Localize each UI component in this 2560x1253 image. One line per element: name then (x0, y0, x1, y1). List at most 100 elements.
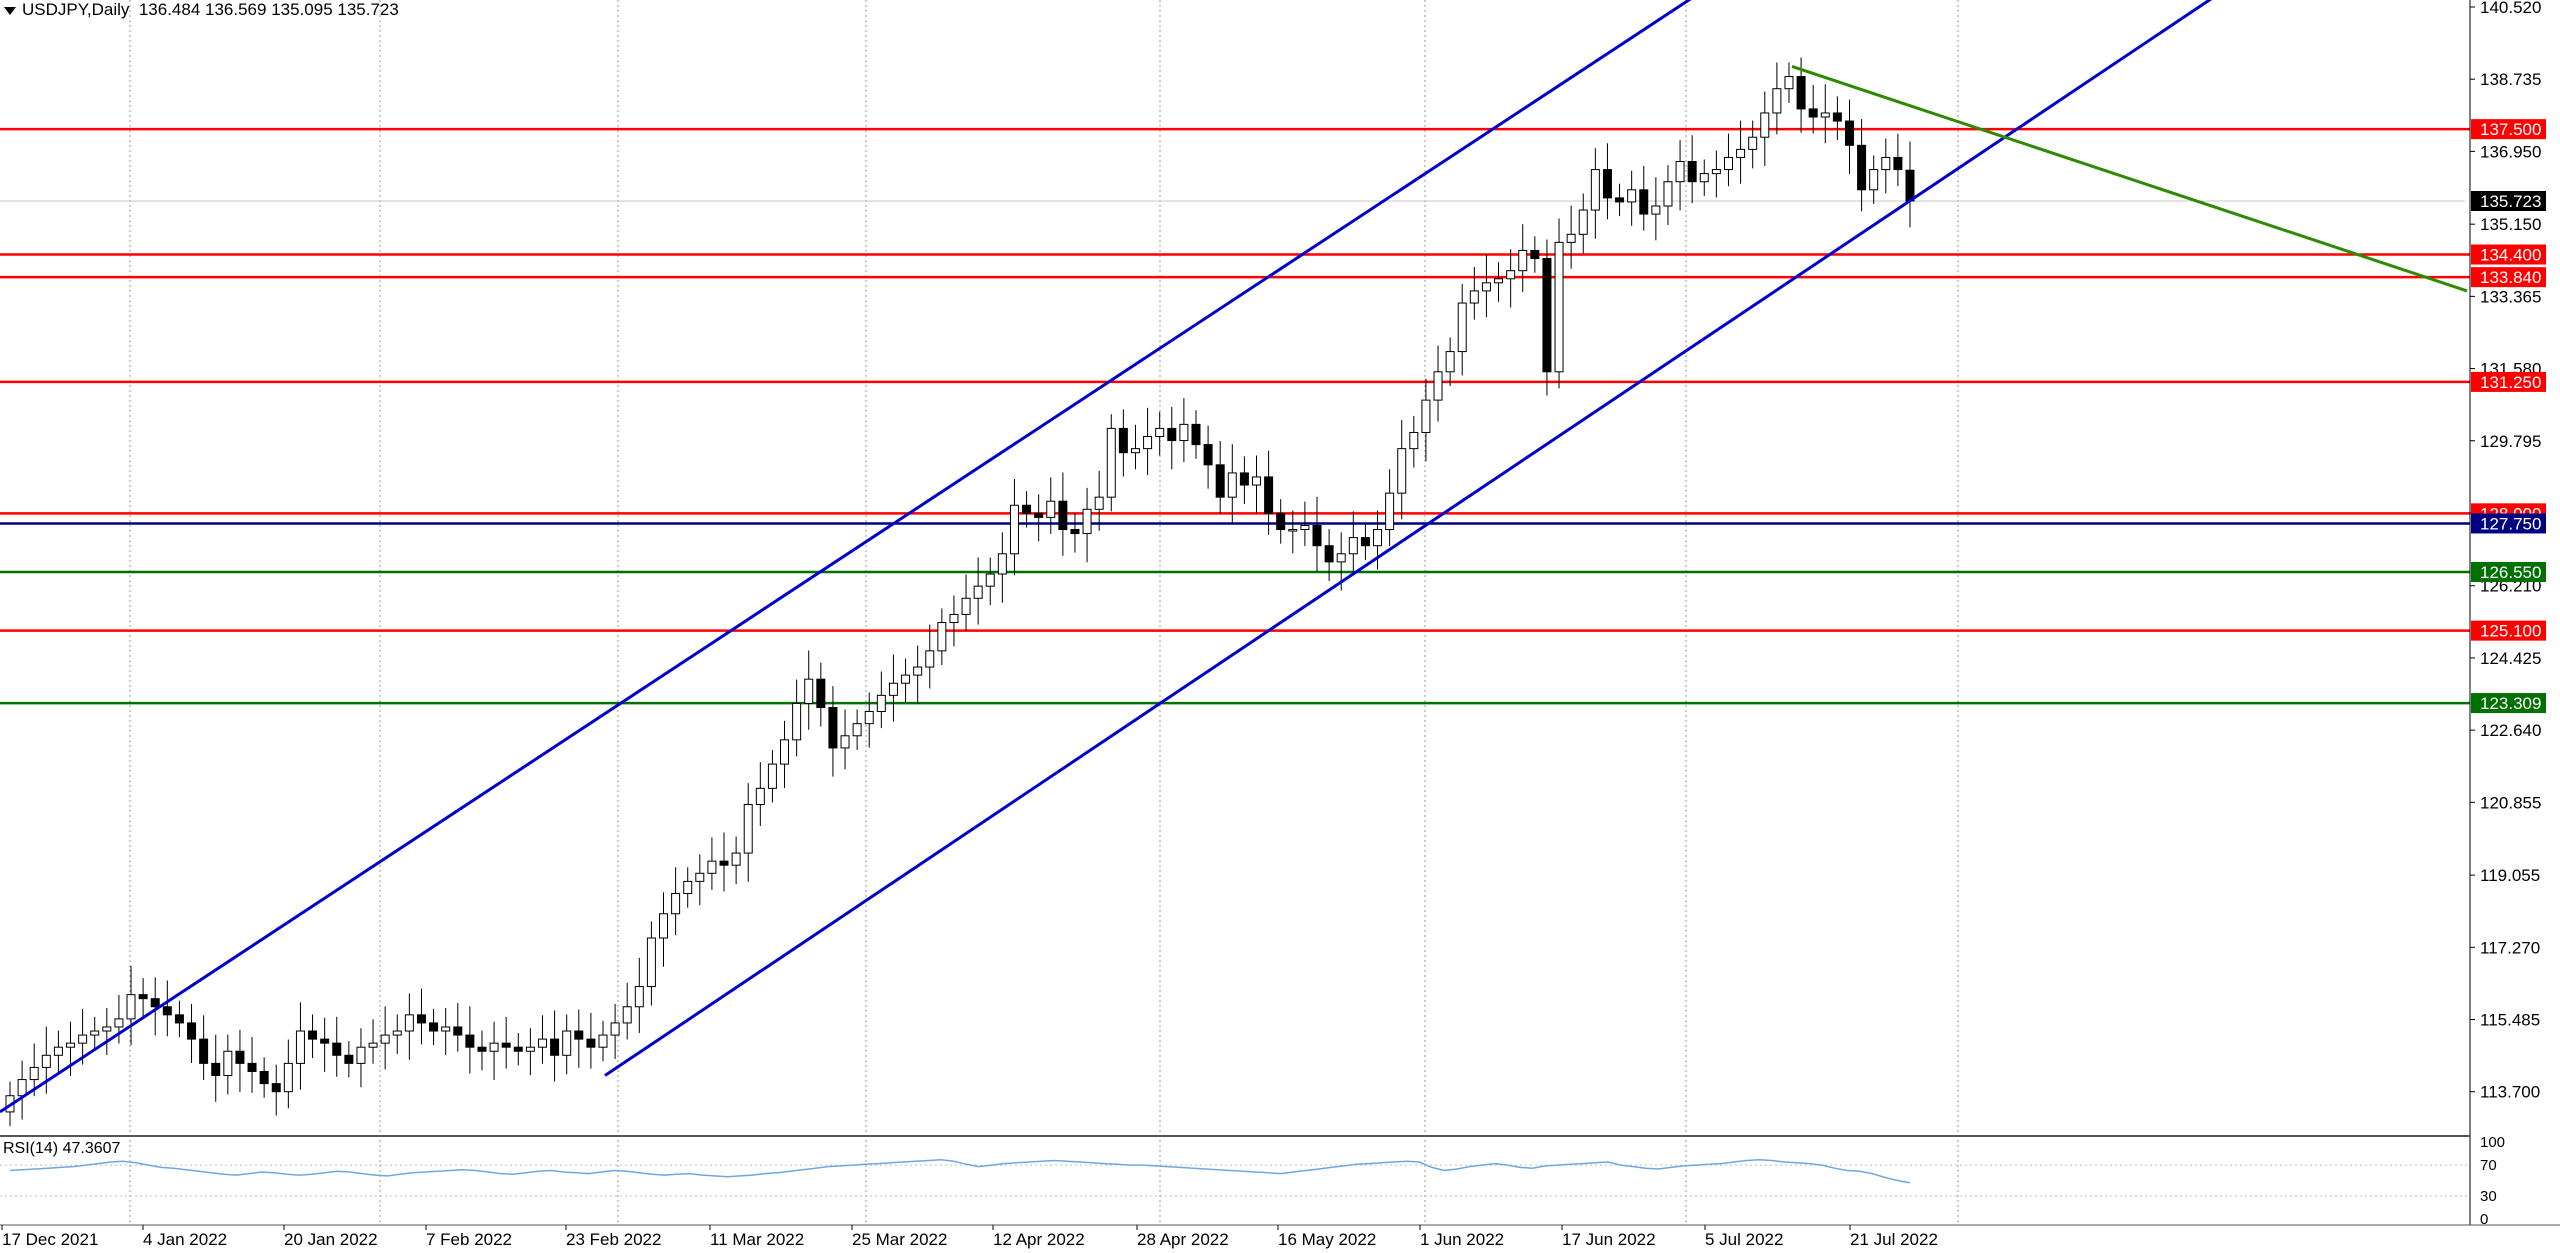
candle-body (1832, 112, 1842, 122)
candle-body (1518, 249, 1528, 272)
candle-body (211, 1062, 221, 1077)
symbol-label: USDJPY,Daily (22, 0, 130, 19)
candle (634, 957, 644, 1034)
candle (1143, 407, 1153, 475)
candle-body (1324, 545, 1334, 563)
candle (126, 965, 136, 1046)
candle-body (659, 913, 669, 939)
candle-body (1651, 205, 1661, 215)
candle (1639, 165, 1649, 231)
rsi-line (9, 1158, 1911, 1184)
candle (1905, 141, 1915, 228)
candle (1324, 529, 1334, 581)
candle (1760, 91, 1770, 166)
candle-body (1590, 169, 1600, 211)
candle-body (828, 706, 838, 749)
candle (1421, 378, 1431, 462)
candle-body (1723, 156, 1733, 171)
date-tick-label: 4 Jan 2022 (143, 1230, 227, 1249)
candle (901, 658, 911, 703)
price-tick-label: 129.795 (2480, 432, 2541, 451)
candle-body (634, 986, 644, 1008)
candle (17, 1060, 27, 1120)
price-tick-label: 119.055 (2480, 866, 2540, 885)
candle (646, 921, 656, 1006)
date-tick-label: 11 Mar 2022 (710, 1230, 804, 1249)
candle (1058, 472, 1068, 556)
candle (659, 892, 669, 967)
candle-body (1494, 278, 1504, 284)
candle (1711, 150, 1721, 198)
candle-body (1445, 351, 1455, 373)
candle (271, 1064, 281, 1116)
candle (1736, 120, 1746, 184)
candle-body (1469, 290, 1479, 304)
candle-body (308, 1030, 318, 1040)
candle-body (671, 893, 681, 915)
level-tag-label: 123.309 (2480, 694, 2541, 713)
candle (1397, 419, 1407, 520)
candle (138, 978, 148, 1018)
candle (174, 1000, 184, 1038)
candle-body (187, 1022, 197, 1040)
candle-body (1869, 169, 1879, 191)
candle-body (1336, 553, 1346, 563)
candle-body (1276, 512, 1286, 531)
candle-body (1409, 431, 1419, 450)
candle-body (1215, 464, 1225, 498)
candle-body (126, 994, 136, 1020)
level-tag-bg (2471, 244, 2546, 265)
candle (1808, 85, 1818, 134)
level-tag-label: 133.840 (2480, 268, 2541, 287)
candle (1300, 501, 1310, 547)
level-tag-bg (2471, 119, 2546, 140)
candle (574, 1009, 584, 1068)
candle (550, 1010, 560, 1082)
candle-body (574, 1030, 584, 1040)
candle (1191, 410, 1201, 459)
candle (380, 1006, 390, 1070)
candle (1675, 140, 1685, 211)
date-tick-label: 1 Jun 2022 (1420, 1230, 1504, 1249)
candle-body (1663, 181, 1673, 207)
price-tick-label: 122.640 (2480, 721, 2541, 740)
candle-body (1034, 512, 1044, 518)
candle-body (1058, 500, 1068, 531)
collapse-triangle-icon[interactable] (4, 6, 16, 15)
candle (695, 854, 705, 906)
candles (5, 57, 1915, 1127)
candle-body (1893, 156, 1903, 171)
candle-body (1554, 241, 1564, 373)
price-tick-label: 124.425 (2480, 649, 2541, 668)
candle-body (1481, 282, 1491, 292)
candle-body (622, 1006, 632, 1024)
candle (1082, 487, 1092, 563)
candle (1167, 406, 1177, 470)
candle (29, 1043, 39, 1097)
candle (1590, 148, 1600, 239)
candle (332, 1016, 342, 1077)
candle-body (1808, 108, 1818, 118)
date-tick-label: 16 May 2022 (1278, 1230, 1376, 1249)
candle-body (223, 1050, 233, 1077)
price-tick-label: 140.520 (2480, 0, 2541, 17)
candle (1687, 135, 1697, 204)
candle (1155, 411, 1165, 456)
candle (828, 686, 838, 777)
rsi-label: RSI(14) 47.3607 (3, 1140, 121, 1157)
candle-body (29, 1066, 39, 1081)
candle-body (1736, 148, 1746, 158)
date-tick-label: 23 Feb 2022 (566, 1230, 661, 1249)
candle (1844, 99, 1854, 175)
candle (392, 1014, 402, 1055)
candle (501, 1016, 511, 1069)
candle-body (550, 1038, 560, 1056)
candle-body (441, 1026, 451, 1032)
level-tag-bg (2471, 620, 2546, 641)
candle (1893, 133, 1903, 187)
candle-body (1143, 436, 1153, 450)
candle (804, 650, 814, 730)
trendline-resistance (1791, 65, 2468, 293)
candle-body (586, 1038, 596, 1048)
